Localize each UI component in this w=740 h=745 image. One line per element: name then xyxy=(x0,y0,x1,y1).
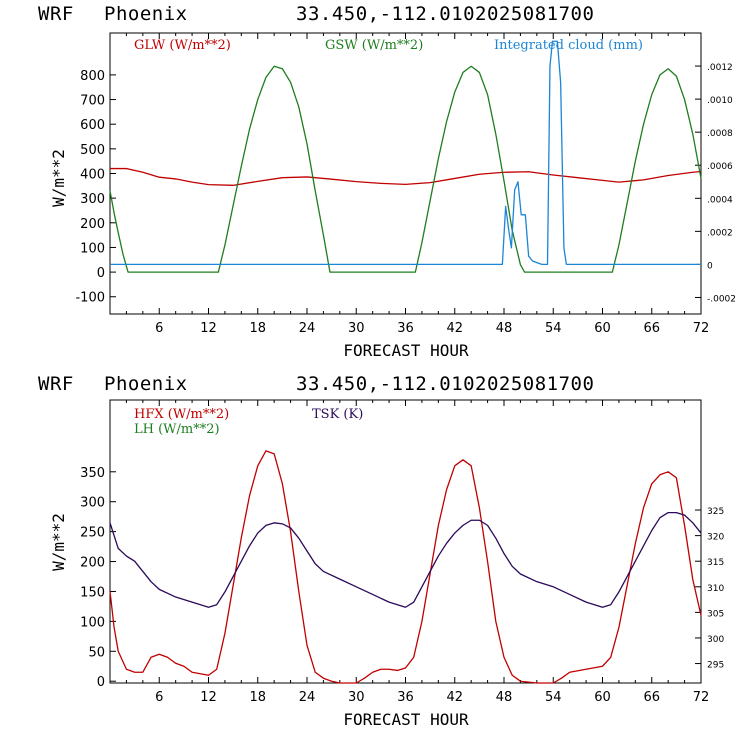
bottom-right-tick-label: 305 xyxy=(707,609,724,619)
top-x-tick-label: 60 xyxy=(594,321,611,336)
bottom-location-label: Phoenix xyxy=(104,373,188,395)
bottom-series-hfx-line xyxy=(109,450,702,684)
top-coords-label: 33.450,-112.010 xyxy=(296,3,475,25)
top-x-tick-label: 48 xyxy=(496,321,513,336)
bottom-right-tick-label: 325 xyxy=(707,507,724,517)
top-y-tick-label: 100 xyxy=(80,241,105,256)
bottom-header: WRF Phoenix 33.450,-112.010 2025081700 xyxy=(38,373,594,395)
top-x-tick-label: 12 xyxy=(200,321,217,336)
bottom-x-tick-label: 36 xyxy=(397,690,414,705)
top-right-tick-label: 0 xyxy=(707,261,713,271)
bottom-x-tick-label: 18 xyxy=(249,690,266,705)
bottom-series-tsk-line xyxy=(109,511,702,608)
top-right-tick-label: .0008 xyxy=(707,129,733,139)
top-right-tick-label: -.0002 xyxy=(707,294,736,304)
bottom-x-axis-label: FORECAST HOUR xyxy=(343,710,469,729)
top-y-tick-label: 500 xyxy=(80,143,105,158)
bottom-right-tick-label: 315 xyxy=(707,558,724,568)
legend-glw: GLW (W/m**2) xyxy=(134,38,231,53)
bottom-x-ticks: 6 12 18 24 30 36 42 48 54 60 66 72 xyxy=(125,400,710,705)
top-x-tick-label: 18 xyxy=(249,321,266,336)
top-right-tick-label: .0012 xyxy=(707,63,733,73)
top-x-tick-label: 30 xyxy=(348,321,365,336)
bottom-y-tick-label: 100 xyxy=(80,615,105,630)
bottom-y-tick-label: 300 xyxy=(80,496,105,511)
top-model-label: WRF xyxy=(38,3,74,25)
top-x-tick-label: 72 xyxy=(693,321,710,336)
bottom-coords-label: 33.450,-112.010 xyxy=(296,373,475,395)
top-x-axis-label: FORECAST HOUR xyxy=(343,341,469,360)
bottom-series-group xyxy=(109,450,702,684)
top-x-tick-label: 24 xyxy=(299,321,316,336)
top-y-ticks: -100 0 100 200 300 400 500 600 700 800 xyxy=(75,69,116,306)
bottom-plot-frame xyxy=(109,399,702,684)
bottom-right-tick-label: 320 xyxy=(707,533,724,543)
legend-tsk: TSK (K) xyxy=(312,407,363,422)
bottom-x-tick-label: 24 xyxy=(299,690,316,705)
bottom-x-tick-label: 42 xyxy=(446,690,463,705)
bottom-init-label: 2025081700 xyxy=(475,373,594,395)
top-y-axis-label: W/m**2 xyxy=(49,149,68,207)
top-y-tick-label: 200 xyxy=(80,217,105,232)
top-series-integrated-line xyxy=(110,40,701,266)
top-series-glw-line xyxy=(110,167,702,186)
top-y-tick-label: -100 xyxy=(75,291,105,306)
bottom-model-label: WRF xyxy=(38,373,74,395)
legend-lh: LH (W/m**2) xyxy=(134,422,220,437)
legend-cloud: Integrated cloud (mm) xyxy=(494,38,643,53)
top-x-tick-label: 54 xyxy=(545,321,562,336)
top-series-gsw-line xyxy=(109,65,702,273)
legend-hfx: HFX (W/m**2) xyxy=(134,407,229,422)
top-right-tick-label: .0010 xyxy=(707,96,733,106)
bottom-y-tick-label: 200 xyxy=(80,556,105,571)
bottom-y-tick-label: 50 xyxy=(88,645,105,660)
legend-gsw: GSW (W/m**2) xyxy=(325,38,423,53)
top-y-tick-label: 400 xyxy=(80,168,105,183)
top-x-tick-label: 66 xyxy=(643,321,660,336)
bottom-x-tick-label: 60 xyxy=(594,690,611,705)
bottom-x-tick-label: 54 xyxy=(545,690,562,705)
top-right-tick-label: .0002 xyxy=(707,228,733,238)
bottom-y-ticks: 0 50 100 150 200 250 300 350 xyxy=(80,466,116,690)
bottom-x-tick-label: 12 xyxy=(200,690,217,705)
top-y-tick-label: 300 xyxy=(80,192,105,207)
top-y-tick-label: 0 xyxy=(97,266,105,281)
top-y-tick-label: 800 xyxy=(80,69,105,84)
top-location-label: Phoenix xyxy=(104,3,188,25)
bottom-y-tick-label: 150 xyxy=(80,585,105,600)
bottom-x-tick-label: 72 xyxy=(693,690,710,705)
top-right-tick-label: .0006 xyxy=(707,162,733,172)
bottom-x-tick-label: 6 xyxy=(155,690,163,705)
bottom-x-tick-label: 48 xyxy=(496,690,513,705)
bottom-y-axis-label: W/m**2 xyxy=(49,513,68,571)
bottom-x-tick-label: 66 xyxy=(643,690,660,705)
bottom-right-tick-label: 310 xyxy=(707,584,724,594)
top-header: WRF Phoenix 33.450,-112.010 2025081700 xyxy=(38,3,594,25)
bottom-right-tick-label: 300 xyxy=(707,635,724,645)
top-series-group xyxy=(109,40,702,273)
bottom-x-tick-label: 30 xyxy=(348,690,365,705)
top-x-tick-label: 36 xyxy=(397,321,414,336)
top-init-label: 2025081700 xyxy=(475,3,594,25)
bottom-y-tick-label: 350 xyxy=(80,466,105,481)
top-right-tick-label: .0004 xyxy=(707,195,733,205)
bottom-y-tick-label: 250 xyxy=(80,526,105,541)
top-x-tick-label: 6 xyxy=(155,321,163,336)
top-y-tick-label: 600 xyxy=(80,118,105,133)
top-x-tick-label: 42 xyxy=(446,321,463,336)
bottom-right-ticks: 295 300 305 310 315 320 325 xyxy=(695,507,724,671)
bottom-right-tick-label: 295 xyxy=(707,661,724,671)
top-x-ticks: 6 12 18 24 30 36 42 48 54 60 66 72 xyxy=(125,33,710,336)
bottom-y-tick-label: 0 xyxy=(97,675,105,690)
top-y-tick-label: 700 xyxy=(80,94,105,109)
